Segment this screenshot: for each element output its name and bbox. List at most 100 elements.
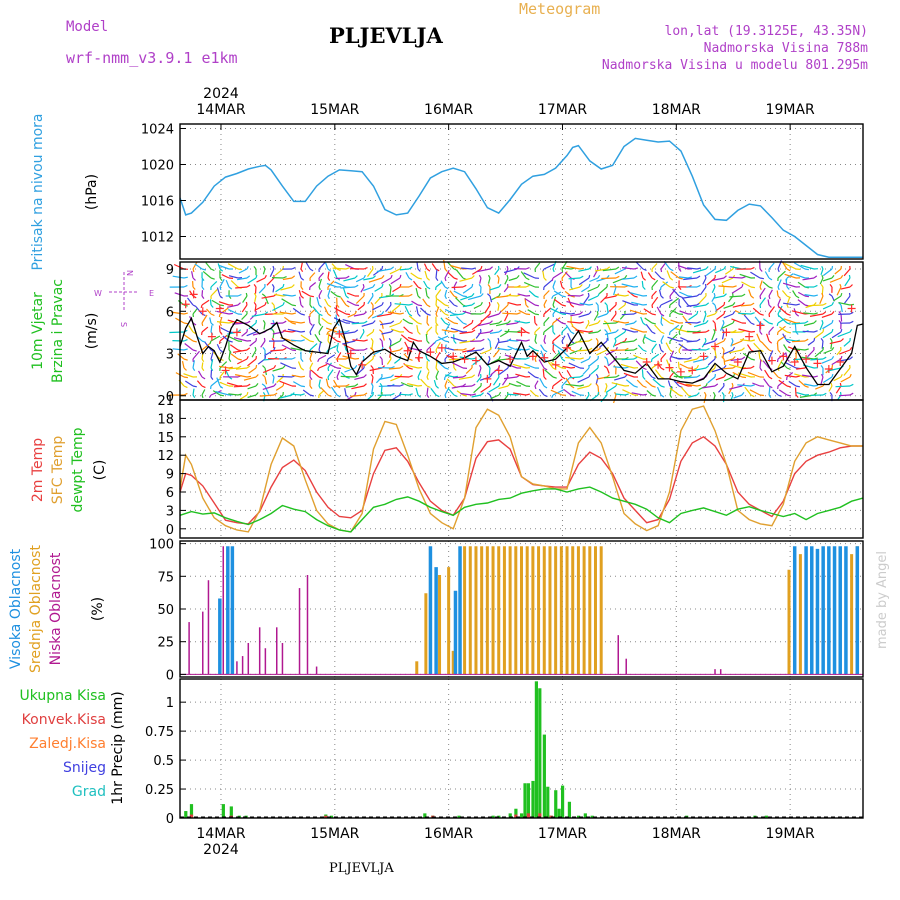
wind-barb-head bbox=[831, 328, 834, 333]
wind-barb bbox=[263, 322, 266, 330]
wind-barb bbox=[343, 277, 356, 282]
wind-barb-head bbox=[426, 286, 431, 290]
wind-barb-head bbox=[462, 284, 467, 288]
wind-barb bbox=[814, 331, 824, 339]
wind-barb-head bbox=[561, 268, 564, 273]
wind-barb-head bbox=[379, 382, 383, 387]
wind-barb bbox=[794, 262, 806, 270]
precip-bar bbox=[590, 815, 594, 818]
wind-gust-marker bbox=[836, 357, 845, 366]
wind-barb-head bbox=[595, 302, 599, 306]
wind-barb bbox=[552, 389, 564, 396]
wind-barb-head bbox=[327, 367, 330, 372]
wind-barb bbox=[733, 394, 743, 399]
wind-barb-head bbox=[478, 284, 482, 288]
precip-bar bbox=[531, 780, 535, 818]
wind-barb bbox=[235, 367, 248, 370]
wind-barb-head bbox=[723, 293, 727, 297]
wind-barb-head bbox=[822, 311, 827, 315]
wind-barb bbox=[327, 332, 330, 342]
wind-barb bbox=[216, 343, 221, 351]
wind-barb bbox=[763, 378, 770, 387]
wind-barb-head bbox=[516, 275, 520, 279]
wind-barb bbox=[346, 300, 356, 306]
precip-bar bbox=[491, 815, 495, 818]
wind-barb bbox=[282, 277, 293, 281]
wind-barb-head bbox=[840, 274, 844, 279]
wind-barb-head bbox=[417, 376, 420, 381]
wind-barb bbox=[201, 290, 204, 297]
wind-barb-head bbox=[300, 339, 305, 342]
wind-barb-head bbox=[399, 312, 404, 315]
wind-barb bbox=[489, 286, 500, 291]
wind-barb bbox=[371, 385, 374, 395]
wind-barb bbox=[298, 290, 302, 297]
wind-barb-head bbox=[399, 384, 404, 387]
wind-barb-head bbox=[309, 304, 313, 308]
wind-barb-head bbox=[604, 302, 608, 306]
wind-barb-head bbox=[253, 301, 257, 306]
wind-barb-head bbox=[318, 322, 322, 326]
sfc-temp-axis-title: SFC Temp bbox=[50, 436, 66, 505]
compass-west: W bbox=[94, 289, 102, 298]
wind-barb bbox=[640, 316, 644, 324]
wind-barb-head bbox=[669, 358, 672, 363]
wind-barb-head bbox=[262, 365, 266, 369]
wind-barb-head bbox=[246, 347, 251, 351]
wind-barb-head bbox=[399, 365, 404, 369]
wind-barb bbox=[621, 358, 635, 361]
wind-barb-head bbox=[525, 348, 530, 351]
wind-barb-head bbox=[831, 373, 834, 378]
wind-barb-head bbox=[183, 276, 188, 279]
wind-barb bbox=[724, 376, 734, 382]
wind-barb-head bbox=[759, 331, 763, 335]
wind-barb-head bbox=[703, 391, 707, 396]
wind-barb bbox=[776, 290, 779, 297]
wind-barb bbox=[219, 371, 225, 378]
wind-barb bbox=[490, 367, 500, 376]
wind-barb-head bbox=[237, 268, 242, 271]
wind-barb-head bbox=[354, 329, 359, 333]
wind-barb bbox=[292, 307, 302, 315]
wind-barb bbox=[711, 295, 716, 302]
wind-barb bbox=[808, 304, 824, 307]
wind-barb bbox=[360, 286, 365, 293]
wind-barb-head bbox=[318, 286, 321, 291]
wind-barb bbox=[715, 268, 725, 274]
precip-legend-item: Ukupna Kisa bbox=[19, 688, 106, 704]
wind-barb bbox=[685, 321, 698, 324]
wind-barb-head bbox=[219, 277, 223, 281]
wind-barb-head bbox=[246, 320, 251, 324]
wind-barb bbox=[426, 371, 430, 378]
wind-barb bbox=[752, 307, 761, 315]
wind-barb bbox=[550, 389, 563, 396]
wind-barb bbox=[232, 349, 248, 353]
wind-barb-head bbox=[624, 366, 629, 369]
precip-bar bbox=[229, 806, 233, 818]
wind-barb-head bbox=[849, 320, 854, 324]
wind-barb bbox=[479, 277, 482, 284]
y-tick-label: 100 bbox=[149, 538, 174, 553]
wind-barb-head bbox=[561, 340, 564, 345]
wind-barb-head bbox=[300, 321, 306, 324]
wind-barb-head bbox=[497, 373, 500, 378]
wind-barb-head bbox=[829, 392, 833, 396]
wind-barb bbox=[680, 386, 689, 396]
wind-barb-head bbox=[660, 385, 665, 388]
wind-barb bbox=[543, 263, 555, 270]
wind-barb-head bbox=[327, 394, 332, 397]
wind-barb bbox=[342, 319, 356, 324]
wind-barb bbox=[239, 394, 248, 400]
wind-barb bbox=[575, 329, 590, 333]
wind-barb bbox=[645, 379, 653, 387]
wind-barb-head bbox=[210, 313, 215, 317]
wind-barb bbox=[456, 316, 464, 324]
wind-barb-head bbox=[417, 394, 421, 398]
precip-bar bbox=[764, 815, 768, 818]
wind-barb-head bbox=[453, 304, 458, 308]
wind-barb-head bbox=[363, 383, 367, 387]
wind-barb bbox=[779, 326, 788, 333]
wind-barb bbox=[802, 330, 815, 333]
wind-barb-head bbox=[273, 346, 276, 351]
wind-barb bbox=[553, 290, 563, 297]
